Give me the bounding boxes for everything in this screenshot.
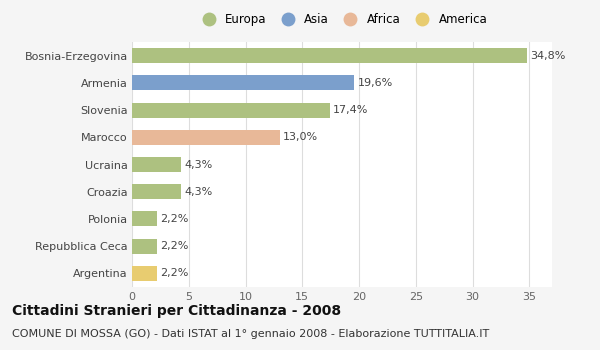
Legend: Europa, Asia, Africa, America: Europa, Asia, Africa, America — [197, 13, 487, 26]
Bar — [132, 75, 355, 90]
Bar — [132, 184, 181, 199]
Bar — [132, 48, 527, 63]
Text: 2,2%: 2,2% — [160, 241, 189, 251]
Text: 13,0%: 13,0% — [283, 132, 318, 142]
Text: 19,6%: 19,6% — [358, 78, 393, 88]
Text: 2,2%: 2,2% — [160, 214, 189, 224]
Text: COMUNE DI MOSSA (GO) - Dati ISTAT al 1° gennaio 2008 - Elaborazione TUTTITALIA.I: COMUNE DI MOSSA (GO) - Dati ISTAT al 1° … — [12, 329, 489, 339]
Bar — [132, 211, 157, 226]
Bar — [132, 157, 181, 172]
Bar — [132, 130, 280, 145]
Text: 4,3%: 4,3% — [184, 160, 212, 169]
Text: 2,2%: 2,2% — [160, 268, 189, 278]
Text: 34,8%: 34,8% — [530, 51, 566, 61]
Text: 17,4%: 17,4% — [333, 105, 368, 115]
Bar — [132, 103, 329, 118]
Text: Cittadini Stranieri per Cittadinanza - 2008: Cittadini Stranieri per Cittadinanza - 2… — [12, 304, 341, 318]
Bar — [132, 266, 157, 281]
Bar — [132, 239, 157, 254]
Text: 4,3%: 4,3% — [184, 187, 212, 197]
